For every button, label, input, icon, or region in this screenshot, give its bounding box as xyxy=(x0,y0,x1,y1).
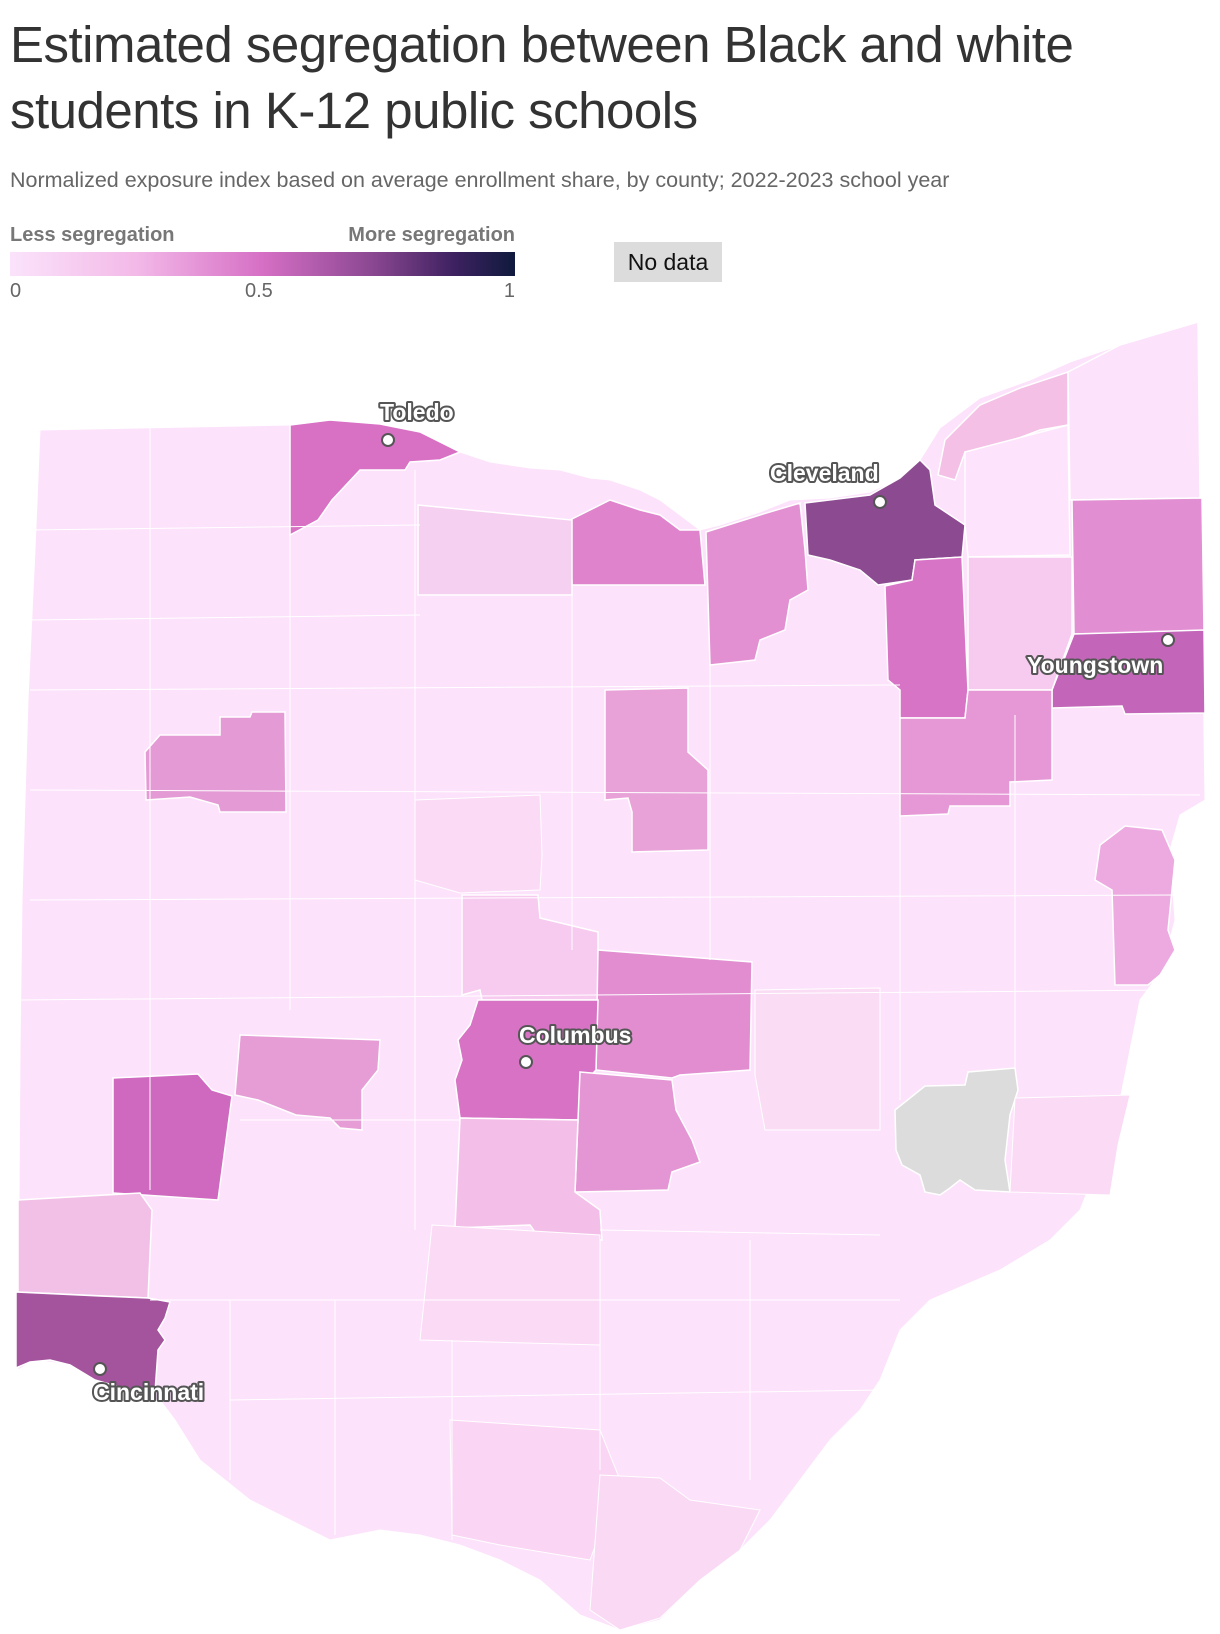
cincinnati-label: Cincinnati xyxy=(93,1379,204,1405)
county-sandusky xyxy=(417,504,573,596)
county-montgomery xyxy=(112,1073,233,1201)
county-licking xyxy=(595,949,753,1079)
county-lucas xyxy=(289,419,462,537)
chart-title: Estimated segregation between Black and … xyxy=(10,16,1074,139)
map-svg: Toledo Cleveland Youngstown Columbus Cin… xyxy=(15,321,1206,1631)
county-scioto xyxy=(449,1419,621,1561)
county-pickaway xyxy=(454,1117,603,1241)
county-erie xyxy=(569,499,706,586)
legend-tick-0: 0 xyxy=(10,280,22,302)
youngstown-marker xyxy=(1161,633,1175,647)
columbus-marker xyxy=(519,1055,533,1069)
legend-gradient-bar xyxy=(10,252,515,276)
county-fairfield xyxy=(574,1071,701,1193)
county-perry xyxy=(754,987,881,1131)
county-geauga xyxy=(964,424,1071,558)
county-allen xyxy=(144,711,287,813)
county-portage xyxy=(967,556,1073,691)
legend-tick-0-5: 0.5 xyxy=(245,280,273,302)
legend-tick-1: 1 xyxy=(503,280,515,302)
county-ross xyxy=(419,1224,601,1346)
cleveland-marker xyxy=(873,495,887,509)
chart-subtitle: Normalized exposure index based on avera… xyxy=(10,168,950,192)
county-lake xyxy=(937,370,1069,481)
county-hamilton xyxy=(15,1291,171,1393)
legend-high-label: More segregation xyxy=(348,224,515,246)
county-wyandot xyxy=(414,794,543,894)
county-richland xyxy=(604,687,709,853)
county-butler xyxy=(17,1192,153,1299)
youngstown-label: Youngstown xyxy=(1027,652,1163,678)
county-ashtabula xyxy=(1067,321,1201,501)
toledo-label: Toledo xyxy=(380,399,454,425)
cincinnati-marker xyxy=(93,1362,107,1376)
toledo-marker xyxy=(381,433,395,447)
ohio-county-map: Toledo Cleveland Youngstown Columbus Cin… xyxy=(0,310,1220,1634)
county-lawrence xyxy=(589,1474,761,1631)
color-legend: Less segregation More segregation 0 0.5 … xyxy=(10,224,515,310)
county-clark xyxy=(234,1034,381,1131)
no-data-legend: No data xyxy=(614,242,722,282)
county-borders xyxy=(19,428,1201,1540)
county-trumbull xyxy=(1071,497,1205,635)
county-stark xyxy=(899,689,1053,817)
county-belmont xyxy=(1009,1094,1131,1196)
cleveland-label: Cleveland xyxy=(770,460,879,486)
legend-low-label: Less segregation xyxy=(10,224,175,246)
county-noble-no-data xyxy=(894,1067,1019,1196)
county-lorain xyxy=(705,502,809,666)
county-columbiana xyxy=(1094,825,1176,986)
columbus-label: Columbus xyxy=(519,1022,631,1048)
city-markers: Toledo Cleveland Youngstown Columbus Cin… xyxy=(91,397,1175,1407)
